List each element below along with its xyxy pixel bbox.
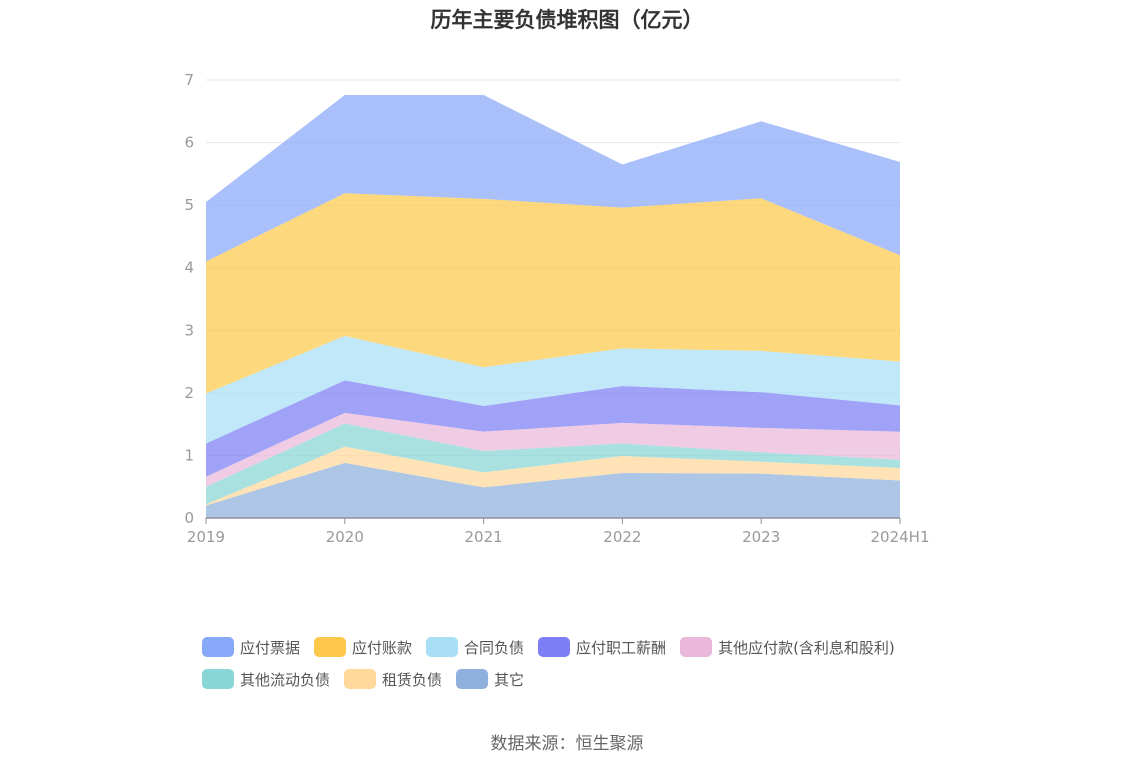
- area-series: [206, 423, 900, 505]
- chart-title: 历年主要负债堆积图（亿元）: [430, 8, 704, 32]
- legend-item-other-current-liabilities[interactable]: 其他流动负债: [202, 669, 330, 690]
- legend-label: 应付账款: [352, 638, 413, 657]
- legend-row-1: 应付票据 应付账款 合同负债 应付职工薪酬 其他应付款(含利息和股利): [202, 631, 962, 663]
- axis-layer: 0 1 2 3 4 5 6 7 2019 2020 2021 2022 2023 2024H1: [184, 71, 929, 546]
- legend-label: 其他流动负债: [240, 670, 331, 689]
- legend-item-others[interactable]: 其它: [456, 669, 524, 690]
- legend: 应付票据 应付账款 合同负债 应付职工薪酬 其他应付款(含利息和股利) 其他流动…: [202, 631, 962, 695]
- legend-swatch: [314, 637, 347, 657]
- area-series: [206, 462, 900, 518]
- area-series: [206, 335, 900, 444]
- legend-label: 其它: [494, 670, 525, 689]
- legend-swatch: [202, 669, 234, 689]
- x-tick-label: 2021: [465, 528, 503, 546]
- source-note: 数据来源：恒生聚源: [490, 734, 644, 754]
- area-layer: [206, 95, 900, 518]
- y-tick-label: 7: [184, 71, 194, 89]
- area-series: [206, 193, 900, 394]
- y-tick-label: 1: [184, 446, 194, 464]
- legend-swatch: [456, 669, 489, 689]
- y-tick-label: 4: [184, 259, 194, 277]
- legend-swatch: [538, 637, 571, 657]
- legend-swatch: [680, 637, 713, 657]
- x-tick-label: 2019: [187, 528, 225, 546]
- x-tick-label: 2022: [603, 528, 641, 546]
- legend-item-notes-payable[interactable]: 应付票据: [202, 637, 300, 658]
- legend-swatch: [426, 637, 459, 657]
- legend-item-other-payables[interactable]: 其他应付款(含利息和股利): [680, 637, 895, 658]
- legend-label: 其他应付款(含利息和股利): [718, 638, 895, 657]
- area-series: [206, 446, 900, 506]
- legend-label: 应付票据: [240, 638, 301, 657]
- legend-swatch: [202, 637, 234, 657]
- legend-item-employee-payable[interactable]: 应付职工薪酬: [538, 637, 666, 658]
- legend-item-accounts-payable[interactable]: 应付账款: [314, 637, 412, 658]
- legend-row-2: 其他流动负债 租赁负债 其它: [202, 663, 962, 695]
- x-tick-label: 2023: [742, 528, 780, 546]
- legend-label: 合同负债: [464, 638, 525, 657]
- area-series: [206, 412, 900, 487]
- y-tick-label: 6: [184, 134, 194, 152]
- y-tick-label: 0: [184, 509, 194, 527]
- area-series: [206, 95, 900, 262]
- y-tick-label: 2: [184, 384, 194, 402]
- y-tick-label: 5: [184, 196, 194, 214]
- legend-swatch: [344, 669, 377, 689]
- area-series: [206, 380, 900, 477]
- legend-item-contract-liabilities[interactable]: 合同负债: [426, 637, 524, 658]
- legend-label: 应付职工薪酬: [576, 638, 667, 657]
- x-tick-label: 2020: [326, 528, 364, 546]
- y-tick-label: 3: [184, 321, 194, 339]
- x-tick-label: 2024H1: [871, 528, 930, 546]
- legend-label: 租赁负债: [382, 670, 443, 689]
- legend-item-lease-liabilities[interactable]: 租赁负债: [344, 669, 442, 690]
